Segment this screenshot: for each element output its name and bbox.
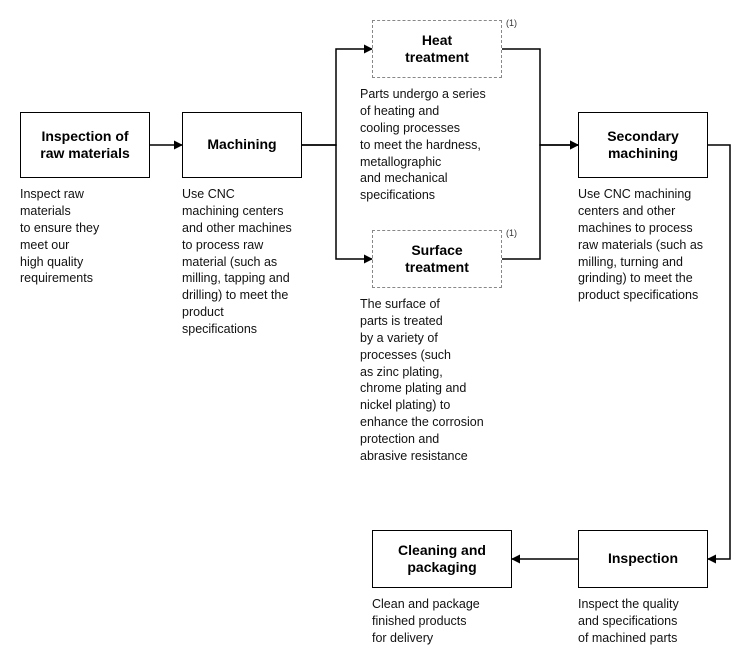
node-surface-treatment: Surfacetreatment	[372, 230, 502, 288]
node-secondary-machining-title: Secondarymachining	[607, 128, 679, 163]
node-surface-treatment-title: Surfacetreatment	[405, 242, 469, 277]
node-secondary-machining-desc: Use CNC machiningcenters and othermachin…	[578, 186, 733, 304]
node-heat-treatment-footnote: (1)	[506, 18, 517, 28]
node-surface-treatment-footnote: (1)	[506, 228, 517, 238]
node-inspection: Inspection	[578, 530, 708, 588]
node-machining-title: Machining	[207, 136, 276, 154]
node-heat-treatment-desc: Parts undergo a seriesof heating andcool…	[360, 86, 530, 204]
node-inspection-raw-title: Inspection of raw materials	[29, 128, 141, 163]
node-heat-treatment: Heattreatment	[372, 20, 502, 78]
node-inspection-raw-desc: Inspect rawmaterialsto ensure theymeet o…	[20, 186, 150, 287]
node-machining-desc: Use CNCmachining centersand other machin…	[182, 186, 322, 338]
node-inspection-raw: Inspection of raw materials	[20, 112, 150, 178]
node-heat-treatment-title: Heattreatment	[405, 32, 469, 67]
node-cleaning-packaging-title: Cleaning andpackaging	[398, 542, 486, 577]
node-surface-treatment-desc: The surface ofparts is treatedby a varie…	[360, 296, 530, 465]
node-machining: Machining	[182, 112, 302, 178]
node-cleaning-packaging: Cleaning andpackaging	[372, 530, 512, 588]
node-inspection-title: Inspection	[608, 550, 678, 568]
node-secondary-machining: Secondarymachining	[578, 112, 708, 178]
node-inspection-desc: Inspect the qualityand specificationsof …	[578, 596, 728, 647]
flowchart-canvas: Inspection of raw materials Inspect rawm…	[0, 0, 750, 672]
node-cleaning-packaging-desc: Clean and packagefinished productsfor de…	[372, 596, 532, 647]
